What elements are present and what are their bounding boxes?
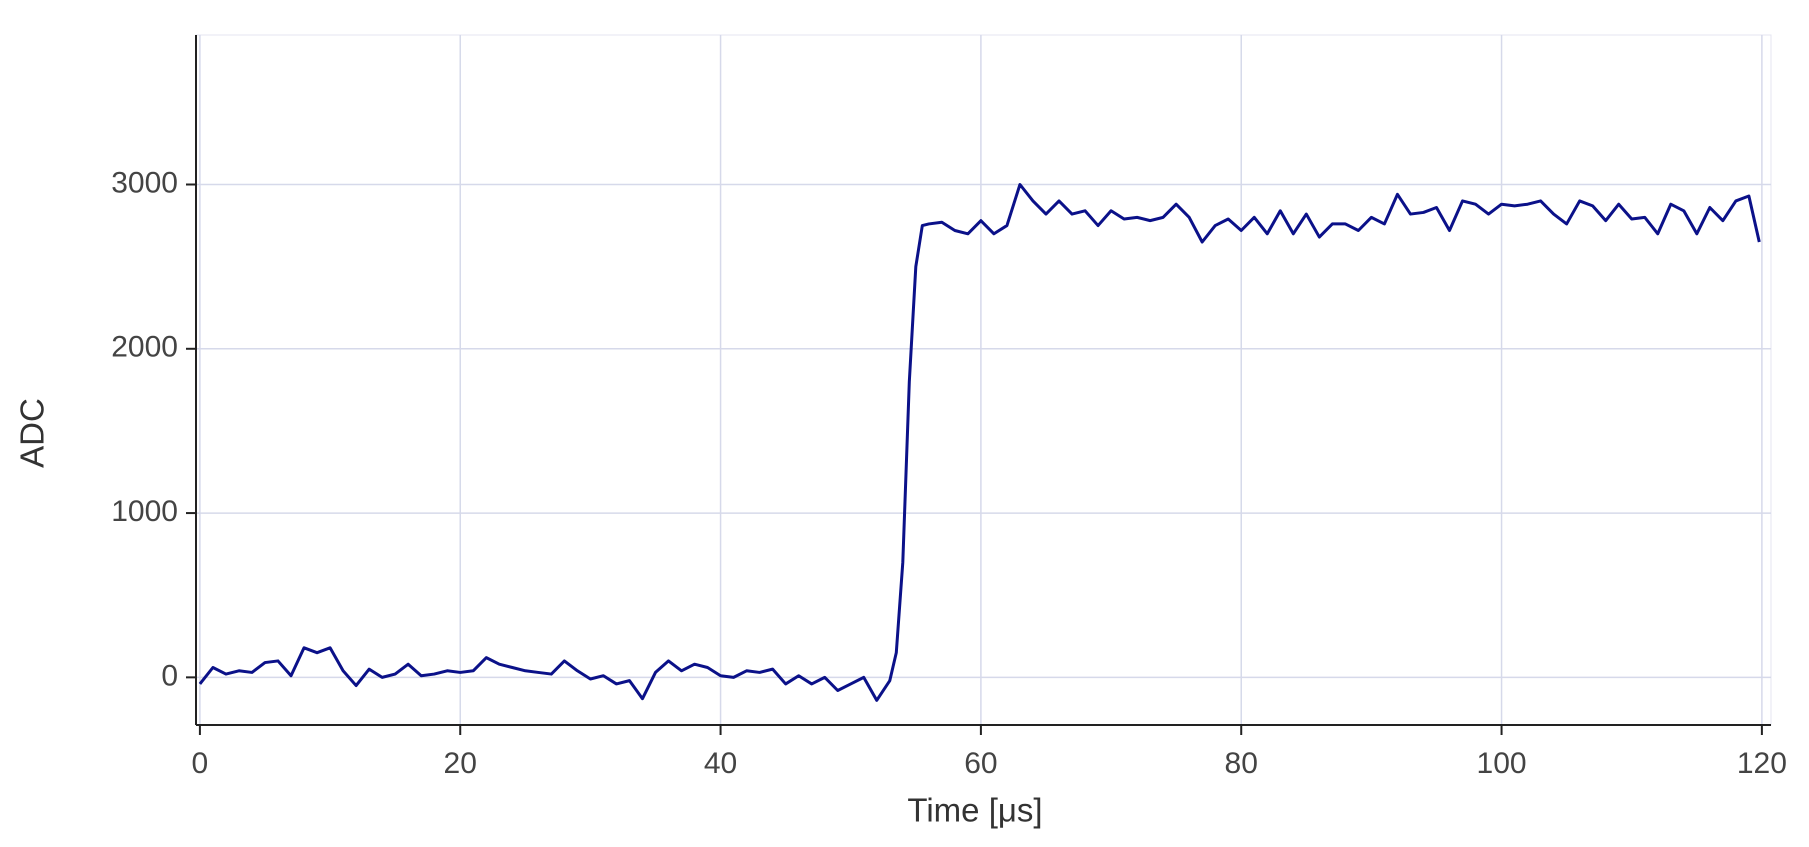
x-tick-label: 20 bbox=[444, 747, 477, 780]
y-axis-label: ADC bbox=[14, 398, 51, 468]
x-tick-label: 40 bbox=[704, 747, 737, 780]
y-tick-label: 2000 bbox=[111, 331, 178, 364]
y-tick-label: 0 bbox=[161, 659, 178, 692]
x-tick-label: 60 bbox=[964, 747, 997, 780]
x-tick-label: 0 bbox=[192, 747, 209, 780]
x-tick-label: 80 bbox=[1225, 747, 1258, 780]
y-tick-label: 1000 bbox=[111, 495, 178, 528]
plot-area bbox=[195, 34, 1772, 726]
data-line bbox=[198, 183, 1761, 702]
x-tick-label: 100 bbox=[1477, 747, 1527, 780]
x-tick-label: 120 bbox=[1737, 747, 1787, 780]
x-axis-label: Time [μs] bbox=[907, 792, 1042, 829]
y-tick-label: 3000 bbox=[111, 166, 178, 199]
